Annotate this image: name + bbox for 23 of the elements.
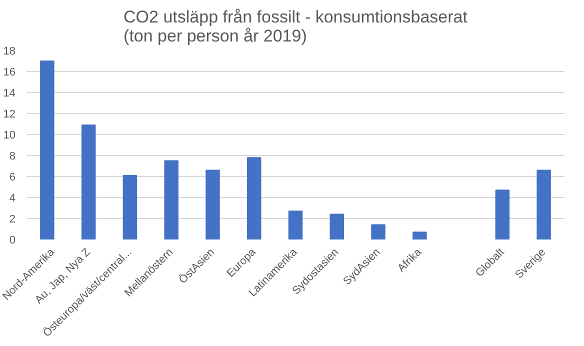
y-tick-label: 18 <box>3 46 16 58</box>
bar <box>246 157 262 240</box>
y-tick-label: 12 <box>3 108 16 120</box>
bar <box>412 232 427 240</box>
y-tick-label: 6 <box>9 172 16 184</box>
bar <box>288 210 303 240</box>
bar <box>330 214 344 240</box>
y-tick-label: 14 <box>3 88 16 100</box>
chart-title: CO2 utsläpp från fossilt - konsumtionsbaserat (ton per person år 2019) <box>124 8 468 46</box>
bar <box>371 224 386 240</box>
bar <box>122 174 138 240</box>
bar <box>81 124 96 240</box>
y-tick-label: 2 <box>9 214 16 226</box>
bar <box>536 170 551 240</box>
bar <box>164 160 178 240</box>
y-tick-label: 4 <box>9 192 16 204</box>
bar <box>495 190 510 240</box>
y-tick-label: 10 <box>3 130 16 142</box>
y-tick-label: 16 <box>3 66 16 78</box>
bar <box>40 60 54 240</box>
bar <box>206 170 220 240</box>
y-tick-label: 8 <box>9 150 16 162</box>
y-tick-label: 0 <box>9 234 16 246</box>
